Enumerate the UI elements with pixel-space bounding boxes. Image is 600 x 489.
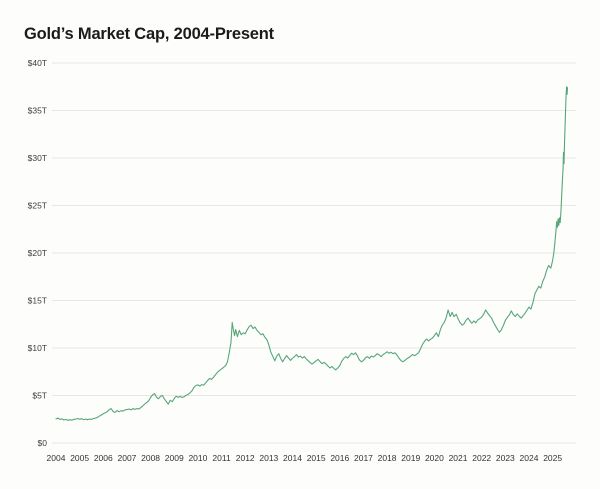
y-axis-tick-label: $30T [28, 153, 47, 163]
x-axis-tick-label: 2025 [543, 453, 562, 463]
y-axis-tick-label: $40T [28, 58, 47, 68]
x-axis-tick-label: 2009 [165, 453, 184, 463]
y-axis-tick-label: $15T [28, 296, 47, 306]
x-axis-tick-label: 2022 [472, 453, 491, 463]
y-axis-tick-label: $20T [28, 248, 47, 258]
gold-market-cap-line [55, 86, 569, 421]
y-axis-tick-label: $5T [32, 391, 47, 401]
x-axis-tick-label: 2021 [449, 453, 468, 463]
x-axis-tick-label: 2008 [141, 453, 160, 463]
y-axis-tick-label: $25T [28, 201, 47, 211]
x-axis-tick-label: 2023 [496, 453, 515, 463]
y-axis-tick-label: $0 [38, 438, 48, 448]
chart-title: Gold’s Market Cap, 2004-Present [24, 25, 274, 43]
x-axis-tick-label: 2016 [330, 453, 349, 463]
y-axis-tick-label: $10T [28, 343, 47, 353]
x-axis-tick-label: 2024 [520, 453, 539, 463]
x-axis-tick-label: 2004 [47, 453, 66, 463]
x-axis-tick-label: 2010 [188, 453, 207, 463]
x-axis-tick-label: 2014 [283, 453, 302, 463]
x-axis-tick-label: 2007 [117, 453, 136, 463]
x-axis-tick-label: 2012 [236, 453, 255, 463]
x-axis-tick-label: 2006 [94, 453, 113, 463]
x-axis-tick-label: 2019 [401, 453, 420, 463]
x-axis-tick-label: 2011 [212, 453, 231, 463]
x-axis-tick-label: 2015 [307, 453, 326, 463]
x-axis-tick-label: 2005 [70, 453, 89, 463]
x-axis-tick-label: 2013 [259, 453, 278, 463]
x-axis-tick-label: 2017 [354, 453, 373, 463]
x-axis-tick-label: 2020 [425, 453, 444, 463]
y-axis-tick-label: $35T [28, 106, 47, 116]
x-axis-tick-label: 2018 [378, 453, 397, 463]
